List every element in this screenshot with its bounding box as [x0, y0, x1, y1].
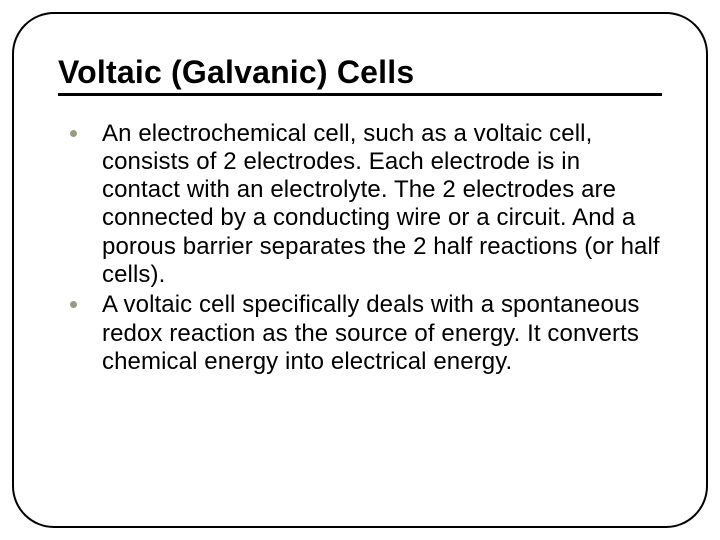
list-item-text: An electrochemical cell, such as a volta… [102, 120, 660, 289]
bullet-icon [70, 130, 77, 137]
title-underline [58, 93, 662, 96]
title-block: Voltaic (Galvanic) Cells [58, 54, 662, 96]
slide-title: Voltaic (Galvanic) Cells [58, 54, 662, 91]
slide-frame: Voltaic (Galvanic) Cells An electrochemi… [12, 12, 708, 528]
list-item-text: A voltaic cell specifically deals with a… [102, 291, 640, 375]
body-list: An electrochemical cell, such as a volta… [58, 120, 662, 377]
list-item: An electrochemical cell, such as a volta… [68, 120, 662, 290]
bullet-icon [70, 301, 77, 308]
list-item: A voltaic cell specifically deals with a… [68, 291, 662, 376]
